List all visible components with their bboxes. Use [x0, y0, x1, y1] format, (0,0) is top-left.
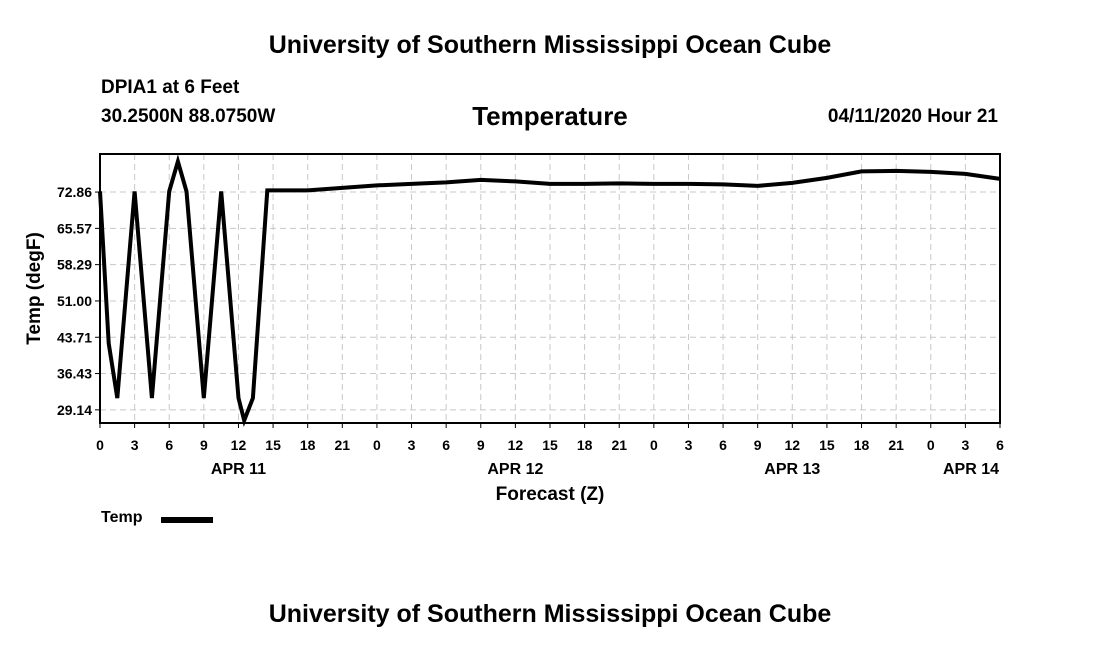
x-tick-label: 3 [131, 437, 139, 453]
x-tick-label: 21 [335, 437, 351, 453]
x-tick-label: 21 [888, 437, 904, 453]
coordinates-label: 30.2500N 88.0750W [101, 106, 276, 127]
x-tick-label: 0 [373, 437, 381, 453]
x-tick-label: 6 [996, 437, 1004, 453]
x-tick-label: 9 [754, 437, 762, 453]
station-label: DPIA1 at 6 Feet [101, 77, 240, 98]
x-axis-label: Forecast (Z) [496, 484, 605, 505]
x-tick-label: 12 [785, 437, 801, 453]
y-tick-label: 58.29 [57, 257, 92, 273]
x-tick-label: 3 [685, 437, 693, 453]
chart-title-bottom: University of Southern Mississippi Ocean… [268, 600, 832, 628]
y-tick-label: 65.57 [57, 220, 92, 236]
legend-label: Temp [101, 509, 143, 526]
y-tick-label: 29.14 [57, 402, 92, 418]
x-tick-label: 18 [577, 437, 593, 453]
x-date-label: APR 13 [764, 461, 820, 478]
x-tick-label: 21 [611, 437, 627, 453]
x-tick-label: 0 [96, 437, 104, 453]
x-tick-label: 15 [265, 437, 281, 453]
x-date-label: APR 12 [487, 461, 543, 478]
y-tick-label: 51.00 [57, 293, 92, 309]
x-tick-label: 6 [165, 437, 173, 453]
x-tick-label: 3 [408, 437, 416, 453]
y-tick-label: 72.86 [57, 184, 92, 200]
x-tick-label: 15 [542, 437, 558, 453]
x-tick-label: 0 [927, 437, 935, 453]
y-tick-label: 43.71 [57, 329, 92, 345]
y-tick-label: 36.43 [57, 366, 92, 382]
x-date-label: APR 11 [211, 461, 266, 478]
x-tick-label: 3 [961, 437, 969, 453]
x-tick-label: 9 [200, 437, 208, 453]
x-tick-label: 15 [819, 437, 835, 453]
x-date-label: APR 14 [943, 461, 999, 478]
chart-title-top: University of Southern Mississippi Ocean… [268, 31, 832, 59]
series-line-temp [98, 154, 1001, 428]
x-tick-label: 6 [719, 437, 727, 453]
variable-title: Temperature [472, 101, 628, 131]
x-tick-label: 12 [508, 437, 524, 453]
x-tick-label: 18 [300, 437, 316, 453]
x-tick-label: 9 [477, 437, 485, 453]
y-axis-label: Temp (degF) [24, 232, 45, 345]
x-tick-label: 18 [854, 437, 870, 453]
datetime-label: 04/11/2020 Hour 21 [827, 106, 998, 127]
x-tick-label: 6 [442, 437, 450, 453]
x-tick-label: 12 [231, 437, 247, 453]
x-tick-label: 0 [650, 437, 658, 453]
legend-line-swatch [161, 517, 213, 523]
